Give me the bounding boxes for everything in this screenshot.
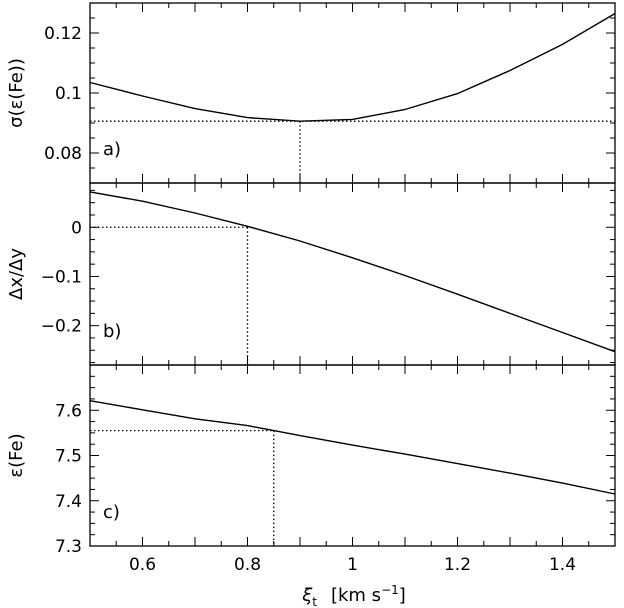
y-tick-label: 7.4	[55, 492, 82, 512]
panel-label: b)	[103, 321, 121, 342]
panel-frame	[89, 182, 616, 366]
y-tick-label: 7.5	[55, 447, 82, 467]
x-tick-label: 0.8	[234, 555, 261, 575]
x-axis-symbol: ξ	[301, 585, 313, 606]
x-axis-units-exponent: −1	[381, 583, 399, 597]
x-tick-label: 1.2	[444, 555, 471, 575]
x-tick-label: 0.6	[129, 555, 156, 575]
panel-1: 0.08 0.1 0.12 σ(ε(Fe)) a)	[6, 2, 616, 184]
x-tick-label: 1	[347, 555, 358, 575]
y-tick-label: 0.08	[44, 144, 82, 164]
panel-frame	[89, 364, 616, 547]
y-axis-label: σ(ε(Fe))	[6, 58, 27, 128]
x-axis-group: ξt [km s−1]	[301, 583, 406, 608]
x-axis-units: [km s	[331, 585, 381, 606]
panel-label: c)	[103, 502, 120, 523]
x-tick-label: 1.4	[549, 555, 576, 575]
y-tick-label: 7.6	[55, 401, 82, 421]
y-axis-label: ε(Fe)	[6, 433, 27, 477]
x-axis-units-close: ]	[399, 585, 406, 606]
y-tick-label: 7.3	[55, 537, 82, 557]
panel-label: a)	[103, 139, 121, 160]
series-line	[89, 400, 616, 495]
y-axis-label: Δx/Δy	[6, 248, 27, 300]
x-axis-label: ξt [km s−1]	[301, 583, 406, 608]
y-tick-label: 0.1	[55, 84, 82, 104]
y-tick-label: 0	[71, 218, 82, 238]
panels-group: 0.08 0.1 0.12 σ(ε(Fe)) a) −0.2 −0.1 0 Δx/Δy b) 7.3…	[6, 2, 616, 575]
x-axis-subscript: t	[312, 595, 317, 608]
series-line	[89, 191, 616, 353]
series-line	[89, 12, 616, 122]
panel-2: −0.2 −0.1 0 Δx/Δy b)	[6, 182, 616, 366]
y-tick-label: −0.1	[41, 267, 82, 287]
y-tick-label: −0.2	[41, 317, 82, 337]
panel-frame	[89, 2, 616, 184]
y-tick-label: 0.12	[44, 24, 82, 44]
panel-3: 7.3 7.4 7.5 7.6 ε(Fe) c) 0.6 0.8 1 1.2 1.4	[6, 364, 616, 575]
